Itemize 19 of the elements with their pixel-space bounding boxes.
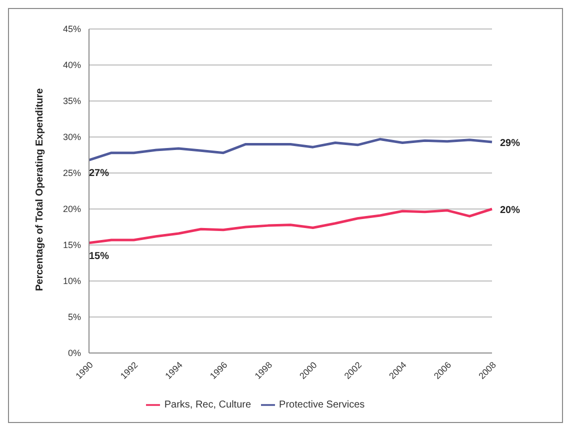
data-label: 15% [89,250,110,262]
y-tick-label: 35% [62,96,81,106]
line-series [88,138,494,162]
line-series [88,208,494,244]
y-tick-label: 25% [62,168,81,178]
legend-label: Parks, Rec, Culture [164,400,252,411]
y-tick-label: 40% [62,60,81,70]
y-tick-label: 15% [62,240,81,250]
y-tick-label: 20% [62,204,81,214]
y-tick-label: 5% [68,312,81,322]
y-tick-label: 30% [62,132,81,142]
y-axis-title: Percentage of Total Operating Expenditure [34,88,46,291]
data-label: 29% [500,138,520,150]
legend-label: Protective Services [279,400,365,411]
y-tick-label: 0% [68,348,81,358]
y-tick-label: 45% [62,24,81,34]
y-tick-label: 10% [62,276,81,286]
data-label: 27% [89,168,110,180]
data-label: 20% [500,205,520,216]
